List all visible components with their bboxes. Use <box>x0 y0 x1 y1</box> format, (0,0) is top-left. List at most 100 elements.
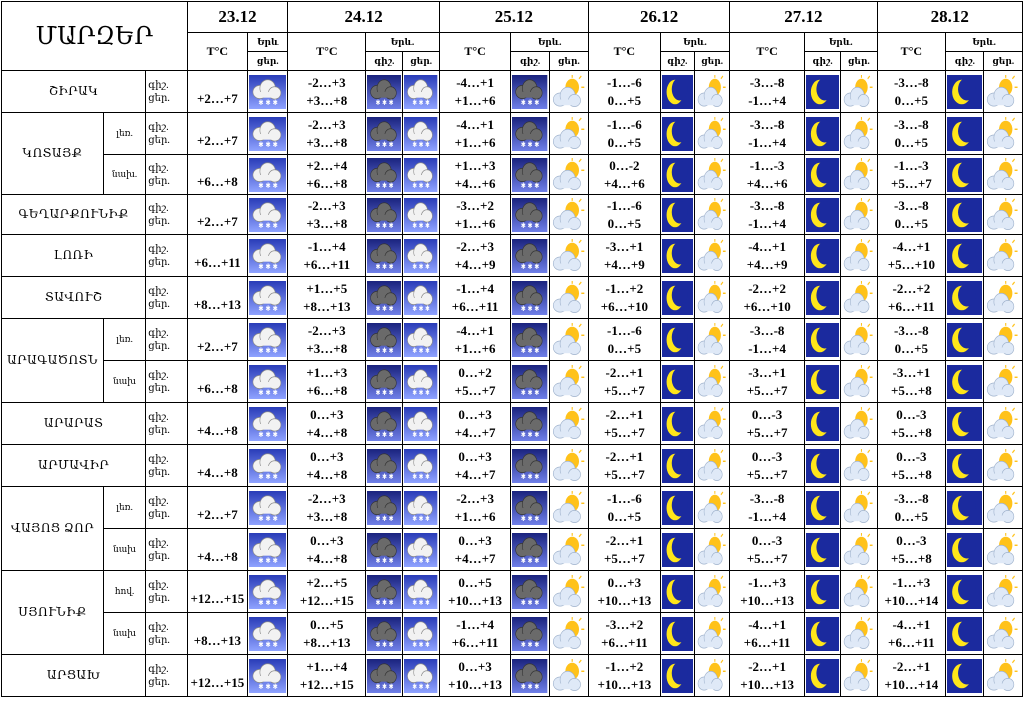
day-col-header: ցեր. <box>983 51 1023 71</box>
temp-day: 0…+5 <box>607 215 642 231</box>
sun-behind-cloud-icon <box>693 234 731 277</box>
temp-night: -3…-8 <box>749 116 785 132</box>
temp-range: -4…+1 +6…+11 <box>729 612 805 655</box>
temp-day: +2…+7 <box>196 90 238 106</box>
snow-cloud-icon: ✱ ✱ ✱ <box>247 360 289 403</box>
day-label: ցեր. <box>148 382 170 394</box>
moon-icon <box>803 194 842 235</box>
temp-range: -2…+2 +6…+10 <box>729 276 805 319</box>
svg-text:✱ ✱ ✱: ✱ ✱ ✱ <box>413 514 430 523</box>
temp-range: 0…+3 +10…+13 <box>438 654 512 697</box>
snow-cloud-icon: ✱ ✱ ✱ <box>402 194 440 235</box>
svg-text:✱ ✱ ✱: ✱ ✱ ✱ <box>258 98 278 107</box>
temp-night: 0…-3 <box>751 406 783 422</box>
region-row: ԱՐԱՐԱՏ գիշ. ցեր. +4…+8 ✱ ✱ ✱ 0…+3 +4…+8 ✱ ✱ ✱ ✱ … <box>0 402 1023 445</box>
temp-night: -2…+1 <box>748 658 786 674</box>
weather-col-header: Երև. <box>803 32 878 52</box>
temp-day: +10…+13 <box>597 592 652 608</box>
snow-dark-cloud-icon: ✱ ✱ ✱ <box>510 70 550 113</box>
sun-behind-cloud-icon <box>983 528 1023 571</box>
svg-text:✱ ✱ ✱: ✱ ✱ ✱ <box>413 598 430 607</box>
snow-cloud-icon: ✱ ✱ ✱ <box>247 486 289 529</box>
sun-behind-cloud-icon <box>983 318 1023 361</box>
temp-range: -2…+3 +1…+6 <box>438 486 512 529</box>
sun-behind-cloud-icon <box>983 194 1023 235</box>
temp-night: -1…-6 <box>607 74 642 90</box>
snow-cloud-icon: ✱ ✱ ✱ <box>247 528 289 571</box>
temp-day: +3…+8 <box>306 215 348 231</box>
sun-behind-cloud-icon <box>840 612 878 655</box>
temp-range: 0…+3 +4…+8 <box>287 528 367 571</box>
temp-day: +5…+7 <box>603 466 645 482</box>
svg-text:✱ ✱ ✱: ✱ ✱ ✱ <box>258 598 278 607</box>
svg-text:✱ ✱ ✱: ✱ ✱ ✱ <box>258 682 278 691</box>
region-row: նախ գիշ. ցեր. +8…+13 ✱ ✱ ✱ 0…+5 +8…+13 ✱ ✱ ✱ ✱ ✱… <box>2 612 1023 655</box>
day-label: ցեր. <box>148 175 170 187</box>
temp-day: +4…+7 <box>454 424 496 440</box>
moon-icon <box>803 528 842 571</box>
temp-night: -2…+3 <box>456 490 494 506</box>
temp-range: +4…+8 <box>186 402 249 445</box>
moon-icon <box>659 528 695 571</box>
temp-range: -3…-8 0…+5 <box>876 70 947 113</box>
temp-night: 0…-2 <box>609 157 640 173</box>
temp-night: 0…+5 <box>458 574 492 590</box>
temp-night: 0…+2 <box>458 364 492 380</box>
temp-range: -2…+1 +10…+14 <box>876 654 947 697</box>
moon-icon <box>803 654 842 697</box>
temp-range: -4…+1 +1…+6 <box>438 318 512 361</box>
day-label: ցեր. <box>148 466 170 478</box>
temp-night: -3…-8 <box>894 322 929 338</box>
region-row: ԼՈՌԻ գիշ. ցեր. +6…+11 ✱ ✱ ✱ -1…+4 +6…+11 ✱ ✱ ✱ ✱… <box>0 234 1023 277</box>
temp-night: -1…-6 <box>607 197 642 213</box>
svg-text:✱ ✱ ✱: ✱ ✱ ✱ <box>413 388 430 397</box>
temp-day: +6…+11 <box>194 254 241 270</box>
temp-range: 0…-3 +5…+8 <box>876 402 947 445</box>
temp-range: +2…+7 <box>186 112 249 155</box>
temp-day: +1…+6 <box>454 134 496 150</box>
sun-behind-cloud-icon <box>548 318 590 361</box>
svg-text:✱ ✱ ✱: ✱ ✱ ✱ <box>413 556 430 565</box>
sun-behind-cloud-icon <box>693 70 731 113</box>
snow-dark-cloud-icon: ✱ ✱ ✱ <box>510 154 550 195</box>
night-label: գիշ. <box>148 621 169 633</box>
temp-day: +6…+10 <box>743 298 791 314</box>
snow-cloud-icon: ✱ ✱ ✱ <box>402 402 440 445</box>
sun-behind-cloud-icon <box>548 70 590 113</box>
temp-day: +6…+11 <box>451 634 499 650</box>
moon-icon <box>945 444 985 487</box>
temp-day: +10…+13 <box>448 592 502 608</box>
temp-night: -3…-8 <box>749 197 785 213</box>
svg-text:✱ ✱ ✱: ✱ ✱ ✱ <box>521 262 540 271</box>
snow-dark-cloud-icon: ✱ ✱ ✱ <box>510 112 550 155</box>
svg-text:✱ ✱ ✱: ✱ ✱ ✱ <box>376 514 394 523</box>
temp-night: 0…-3 <box>896 406 927 422</box>
subregion-label: լեռ. <box>102 318 147 361</box>
snow-dark-cloud-icon: ✱ ✱ ✱ <box>365 234 404 277</box>
temp-day: 0…+5 <box>894 340 929 356</box>
temp-night: -3…+1 <box>605 238 644 254</box>
temp-night: -2…+1 <box>605 406 644 422</box>
region-row: ԱՐԱԳԱԾՈՏՆ լեռ. գիշ. ցեր. +2…+7 ✱ ✱ ✱ -2…+3 +3…+… <box>1 318 1023 403</box>
region-name: ԱՐՄԱՎԻՐ <box>0 444 147 487</box>
temp-night: -2…+3 <box>456 238 494 254</box>
temp-range: -3…-8 -1…+4 <box>729 318 805 361</box>
day-label: ցեր. <box>148 134 170 146</box>
temp-day: +4…+8 <box>196 422 238 438</box>
temp-range: -1…-6 0…+5 <box>588 194 661 235</box>
moon-icon <box>945 234 985 277</box>
temp-range: -2…+2 +6…+11 <box>876 276 947 319</box>
temp-day: +6…+8 <box>196 173 238 189</box>
temp-night: -4…+1 <box>748 616 786 632</box>
temp-range: -2…+3 +3…+8 <box>287 194 367 235</box>
temp-range: +12…+15 <box>186 570 249 613</box>
svg-text:✱ ✱ ✱: ✱ ✱ ✱ <box>521 682 540 691</box>
temp-range: -1…-3 +5…+7 <box>876 154 947 195</box>
region-row: նախ գիշ. ցեր. +4…+8 ✱ ✱ ✱ 0…+3 +4…+8 ✱ ✱ ✱ ✱ ✱ ✱… <box>2 528 1023 571</box>
day-label: ցեր. <box>148 592 170 604</box>
sun-behind-cloud-icon <box>548 276 590 319</box>
sun-behind-cloud-icon <box>840 234 878 277</box>
sun-behind-cloud-icon <box>840 70 878 113</box>
temp-range: -1…+4 +6…+11 <box>438 612 512 655</box>
temp-range: -2…+1 +5…+7 <box>588 444 661 487</box>
